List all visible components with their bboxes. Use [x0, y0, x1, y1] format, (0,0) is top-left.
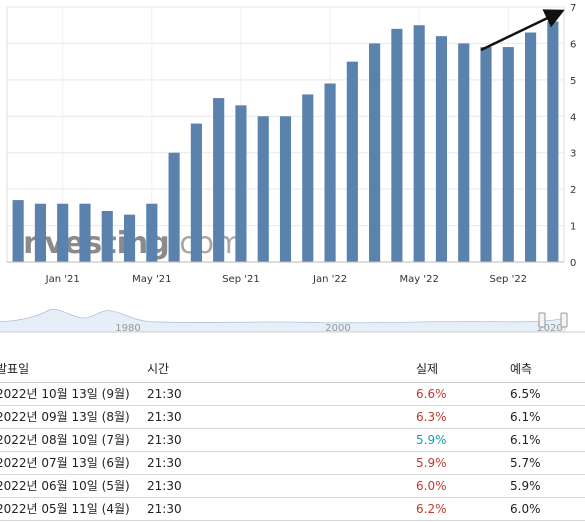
- bar[interactable]: [79, 203, 91, 262]
- y-tick-label: 6: [570, 39, 576, 50]
- cell-date: 2022년 06월 10일 (5월): [0, 479, 130, 493]
- y-tick-label: 0: [570, 258, 576, 269]
- cell-time: 21:30: [147, 456, 182, 470]
- time-navigator[interactable]: 1980 2000 2020: [0, 300, 585, 340]
- navigator-left-handle[interactable]: [538, 312, 546, 328]
- header-time[interactable]: 시간: [147, 362, 170, 376]
- y-tick-label: 5: [570, 76, 576, 87]
- cell-forecast: 5.7%: [510, 456, 541, 470]
- x-tick-label: Jan '21: [45, 274, 80, 285]
- bar[interactable]: [168, 152, 180, 262]
- navigator-label-1980: 1980: [115, 323, 140, 334]
- table-row: 2022년 06월 10일 (5월) 21:30 6.0% 5.9%: [0, 475, 585, 498]
- y-tick-label: 4: [570, 112, 576, 123]
- x-tick-label: Sep '21: [222, 274, 260, 285]
- table-row: 2022년 08월 10일 (7월) 21:30 5.9% 6.1%: [0, 429, 585, 452]
- cell-actual: 6.3%: [416, 410, 447, 424]
- cell-actual: 5.9%: [416, 433, 447, 447]
- header-forecast[interactable]: 예측: [510, 362, 533, 376]
- bar[interactable]: [480, 47, 492, 263]
- cell-time: 21:30: [147, 433, 182, 447]
- x-tick-label: Jan '22: [312, 274, 347, 285]
- cell-actual: 6.0%: [416, 479, 447, 493]
- bar[interactable]: [346, 61, 358, 263]
- cell-date: 2022년 05월 11일 (4월): [0, 502, 130, 516]
- y-axis: 0 1 2 3 4 5 6 7: [570, 3, 576, 269]
- bar[interactable]: [324, 83, 336, 263]
- bar[interactable]: [435, 36, 448, 263]
- y-tick-label: 1: [570, 222, 576, 233]
- cell-forecast: 6.1%: [510, 433, 541, 447]
- y-tick-label: 2: [570, 185, 576, 196]
- bar[interactable]: [302, 94, 314, 262]
- navigator-label-2020: 2020: [537, 323, 562, 334]
- bar[interactable]: [525, 32, 537, 263]
- cell-date: 2022년 08월 10일 (7월): [0, 433, 130, 447]
- cell-actual: 6.2%: [416, 502, 447, 516]
- bar[interactable]: [257, 116, 269, 263]
- cell-forecast: 5.9%: [510, 479, 541, 493]
- table-row: 2022년 07월 13일 (6월) 21:30 5.9% 5.7%: [0, 452, 585, 475]
- chart-bars: [12, 21, 559, 263]
- navigator-label-2000: 2000: [325, 323, 350, 334]
- release-table: 발표일 시간 실제 예측 2022년 10월 13일 (9월) 21:30 6.6%…: [0, 356, 585, 521]
- bar[interactable]: [502, 47, 514, 263]
- table-row: 2022년 05월 11일 (4월) 21:30 6.2% 6.0%: [0, 498, 585, 521]
- table-header: 발표일 시간 실제 예측: [0, 356, 585, 383]
- bar[interactable]: [12, 200, 24, 262]
- bar[interactable]: [213, 98, 225, 262]
- bar[interactable]: [34, 203, 46, 262]
- bar[interactable]: [235, 105, 247, 262]
- cell-actual: 6.6%: [416, 387, 447, 401]
- bar[interactable]: [547, 21, 559, 263]
- table-row: 2022년 09월 13일 (8월) 21:30 6.3% 6.1%: [0, 406, 585, 429]
- bar[interactable]: [391, 28, 403, 262]
- table-row: 2022년 10월 13일 (9월) 21:30 6.6% 6.5%: [0, 383, 585, 406]
- cell-time: 21:30: [147, 502, 182, 516]
- cell-forecast: 6.1%: [510, 410, 541, 424]
- bar[interactable]: [458, 43, 470, 262]
- bar[interactable]: [123, 214, 136, 262]
- cell-date: 2022년 09월 13일 (8월): [0, 410, 130, 424]
- bar[interactable]: [57, 203, 69, 262]
- cell-time: 21:30: [147, 479, 182, 493]
- bar[interactable]: [369, 43, 381, 262]
- y-tick-label: 3: [570, 149, 576, 160]
- header-actual[interactable]: 실제: [416, 362, 439, 376]
- x-tick-label: May '21: [132, 274, 171, 285]
- bar[interactable]: [146, 203, 158, 262]
- x-axis: Jan '21 May '21 Sep '21 Jan '22 May '22 Sep '…: [7, 261, 564, 285]
- header-date[interactable]: 발표일: [0, 362, 30, 376]
- trend-arrow: [480, 9, 565, 52]
- cell-time: 21:30: [147, 387, 182, 401]
- bar[interactable]: [190, 123, 202, 262]
- x-tick-label: May '22: [400, 274, 439, 285]
- cell-forecast: 6.5%: [510, 387, 541, 401]
- bar[interactable]: [101, 211, 113, 262]
- bar[interactable]: [413, 25, 425, 263]
- cell-date: 2022년 07월 13일 (6월): [0, 456, 130, 470]
- cell-forecast: 6.0%: [510, 502, 541, 516]
- navigator-right-handle[interactable]: [560, 312, 568, 328]
- y-tick-label: 7: [570, 3, 576, 14]
- cell-date: 2022년 10월 13일 (9월): [0, 387, 130, 401]
- cell-actual: 5.9%: [416, 456, 447, 470]
- x-tick-label: Sep '22: [490, 274, 528, 285]
- cell-time: 21:30: [147, 410, 182, 424]
- bar[interactable]: [279, 116, 292, 263]
